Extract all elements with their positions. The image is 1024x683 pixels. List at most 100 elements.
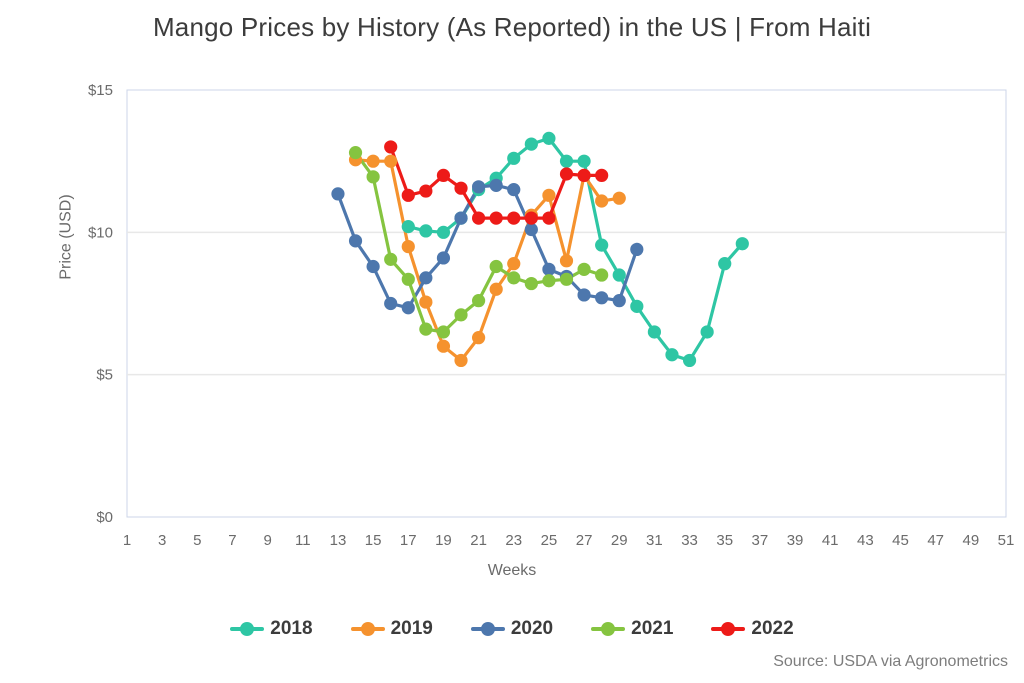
data-point-2018[interactable] [419,224,433,238]
x-tick-label: 17 [400,532,417,549]
data-point-2018[interactable] [436,225,451,239]
data-point-2020[interactable] [612,294,626,308]
legend-item-2022[interactable]: 2022 [711,618,794,640]
data-point-2021[interactable] [542,274,556,288]
data-point-2020[interactable] [454,211,468,225]
chart-legend: 2018 2019 2020 2021 2022 [0,618,1024,640]
legend-marker-icon [350,622,385,636]
data-point-2021[interactable] [577,262,591,276]
data-point-2021[interactable] [559,272,574,286]
data-point-2022[interactable] [384,140,398,154]
data-point-2018[interactable] [401,220,415,234]
x-tick-label: 49 [962,532,979,549]
data-point-2019[interactable] [472,331,486,345]
legend-marker-icon [230,622,265,636]
data-point-2018[interactable] [647,325,662,339]
data-point-2022[interactable] [542,211,556,225]
data-point-2020[interactable] [595,291,609,305]
legend-item-2018[interactable]: 2018 [230,618,313,640]
data-point-2021[interactable] [524,276,538,291]
data-point-2020[interactable] [436,251,451,265]
x-tick-label: 39 [787,532,804,549]
data-point-2020[interactable] [348,234,363,248]
data-point-2020[interactable] [524,222,538,237]
x-tick-label: 23 [505,532,522,549]
data-point-2019[interactable] [559,254,574,268]
data-point-2018[interactable] [559,154,574,168]
legend-marker-icon [711,622,746,636]
data-point-2021[interactable] [419,322,433,336]
x-tick-label: 11 [295,532,311,549]
legend-item-2020[interactable]: 2020 [470,618,554,640]
data-point-2019[interactable] [436,339,451,353]
data-point-2020[interactable] [630,242,644,257]
data-point-2022[interactable] [524,211,538,225]
data-point-2020[interactable] [507,183,521,197]
data-point-2021[interactable] [366,170,380,184]
data-point-2021[interactable] [454,308,468,322]
data-point-2022[interactable] [454,181,468,195]
data-point-2018[interactable] [700,325,714,339]
data-point-2019[interactable] [419,295,433,309]
legend-label: 2021 [631,618,674,639]
data-point-2019[interactable] [595,194,609,208]
data-point-2019[interactable] [384,154,398,168]
data-point-2020[interactable] [472,180,486,194]
y-tick-label: $10 [88,224,113,241]
data-point-2019[interactable] [612,191,626,205]
data-point-2022[interactable] [436,168,451,182]
data-point-2021[interactable] [401,272,415,286]
data-point-2022[interactable] [507,211,521,225]
data-point-2022[interactable] [489,211,503,225]
data-point-2019[interactable] [401,239,415,254]
data-point-2018[interactable] [682,353,697,368]
data-point-2018[interactable] [718,257,732,271]
data-point-2019[interactable] [454,353,468,368]
data-point-2018[interactable] [507,151,521,165]
data-point-2022[interactable] [577,168,591,182]
data-point-2020[interactable] [489,178,503,192]
data-point-2020[interactable] [384,296,398,311]
data-point-2018[interactable] [612,268,626,282]
data-point-2019[interactable] [507,257,521,271]
data-point-2018[interactable] [595,238,609,252]
legend-item-2021[interactable]: 2021 [591,618,673,640]
data-point-2022[interactable] [595,168,609,182]
data-point-2021[interactable] [472,294,486,308]
data-point-2021[interactable] [384,252,398,266]
data-point-2020[interactable] [401,301,415,315]
data-point-2018[interactable] [735,237,749,251]
data-point-2021[interactable] [348,146,363,160]
data-point-2020[interactable] [366,259,380,274]
data-point-2022[interactable] [419,184,433,198]
data-point-2022[interactable] [401,188,415,202]
series-line-2018 [406,136,744,363]
x-tick-label: 51 [998,532,1015,549]
data-point-2020[interactable] [419,271,433,285]
data-point-2020[interactable] [331,187,345,201]
data-point-2020[interactable] [577,288,591,302]
data-point-2022[interactable] [559,167,574,181]
data-point-2018[interactable] [630,299,644,313]
x-tick-label: 25 [541,532,558,549]
x-tick-label: 31 [646,532,663,549]
data-point-2018[interactable] [665,348,679,362]
data-point-2021[interactable] [595,268,609,282]
x-tick-label: 1 [123,532,131,549]
data-point-2019[interactable] [489,282,503,296]
data-point-2018[interactable] [524,137,538,151]
x-tick-label: 21 [470,532,487,549]
data-point-2021[interactable] [489,259,503,274]
data-point-2018[interactable] [577,154,591,168]
data-point-2018[interactable] [542,131,556,145]
data-point-2021[interactable] [507,271,521,285]
legend-label: 2020 [510,618,554,639]
line-chart-plot: $0$5$10$151 3 5 7 9 11 13 15 17 19 21 23 25 27 29 31 33 3… [88,82,1015,549]
data-point-2021[interactable] [436,325,451,339]
legend-item-2019[interactable]: 2019 [350,618,433,640]
data-point-2020[interactable] [542,262,556,276]
data-point-2019[interactable] [542,188,556,202]
data-point-2019[interactable] [366,154,380,168]
data-point-2022[interactable] [472,211,486,225]
